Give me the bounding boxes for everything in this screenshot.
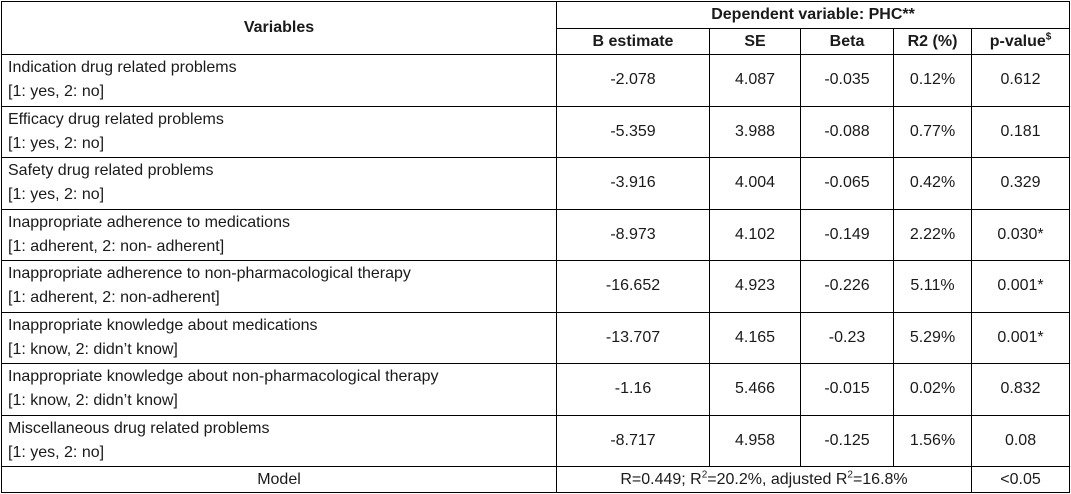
variable-cell: Inappropriate adherence to non-pharmacol… [1, 260, 557, 313]
se-cell: 5.466 [709, 363, 801, 416]
model-label: Model [1, 466, 557, 493]
model-row: Model R=0.449; R2=20.2%, adjusted R2=16.… [1, 466, 1071, 493]
variable-name: Efficacy drug related problems [8, 110, 224, 128]
b-estimate-cell: -16.652 [556, 260, 710, 313]
variable-name: Inappropriate knowledge about medication… [8, 316, 318, 334]
header-row-2: B estimate SE Beta R2 (%) p-value$ [2, 28, 1071, 55]
variable-cell: Efficacy drug related problems [1: yes, 2… [1, 105, 557, 158]
b-estimate-cell: -8.973 [556, 208, 710, 261]
variable-coding: [1: adherent, 2: non- adherent] [8, 237, 225, 255]
column-header: Beta [800, 28, 894, 55]
p-value-cell: 0.832 [970, 363, 1071, 416]
column-header-label: Beta [829, 32, 865, 50]
table-body: Indication drug related problems [1: yes,… [1, 54, 1071, 467]
se-cell: 4.165 [709, 311, 801, 364]
table-row: Indication drug related problems [1: yes,… [1, 54, 1071, 107]
column-header-label: SE [744, 32, 766, 50]
r2-cell: 1.56% [893, 414, 972, 467]
variable-cell: Miscellaneous drug related problems [1: y… [1, 414, 557, 467]
table-row: Inappropriate adherence to non-pharmacol… [1, 260, 1071, 313]
variable-coding: [1: know, 2: didn’t know] [8, 340, 178, 358]
variable-coding: [1: yes, 2: no] [8, 134, 105, 152]
variable-name: Inappropriate knowledge about non-pharma… [8, 368, 439, 386]
column-header: SE [709, 28, 801, 55]
p-value-cell: 0.001* [970, 260, 1071, 313]
variable-cell: Indication drug related problems [1: yes,… [1, 54, 557, 107]
b-estimate-cell: -13.707 [556, 311, 710, 364]
variable-coding: [1: yes, 2: no] [8, 186, 105, 204]
beta-cell: -0.125 [800, 414, 894, 467]
beta-cell: -0.065 [800, 157, 894, 210]
se-cell: 4.958 [709, 414, 801, 467]
column-header-label: B estimate [592, 32, 674, 50]
beta-cell: -0.226 [800, 260, 894, 313]
beta-cell: -0.23 [800, 311, 894, 364]
variable-cell: Inappropriate knowledge about medication… [1, 311, 557, 364]
b-estimate-cell: -5.359 [556, 105, 710, 158]
p-value-cell: 0.181 [970, 105, 1071, 158]
b-estimate-cell: -3.916 [556, 157, 710, 210]
model-p-value: <0.05 [970, 466, 1071, 493]
variable-name: Inappropriate adherence to non-pharmacol… [8, 265, 411, 283]
column-header: R2 (%) [893, 28, 972, 55]
header-row-1: Variables Dependent variable: PHC** [1, 1, 1071, 55]
model-r-text: R=0.449; R [620, 470, 702, 488]
p-value-cell: 0.329 [970, 157, 1071, 210]
r2-cell: 2.22% [893, 208, 972, 261]
p-value-cell: 0.08 [970, 414, 1071, 467]
dependent-variable-header: Dependent variable: PHC** [555, 1, 1071, 29]
column-header-label: R2 (%) [907, 32, 958, 50]
model-r2-value: =20.2%, adjusted R [707, 470, 848, 488]
r2-cell: 0.02% [893, 363, 972, 416]
variable-name: Indication drug related problems [8, 59, 237, 77]
r2-cell: 5.29% [893, 311, 972, 364]
r2-cell: 0.42% [893, 157, 972, 210]
r2-cell: 0.77% [893, 105, 972, 158]
variable-name: Miscellaneous drug related problems [8, 419, 270, 437]
variable-coding: [1: know, 2: didn’t know] [8, 392, 178, 410]
column-header: p-value$ [970, 28, 1071, 55]
b-estimate-cell: -1.16 [556, 363, 710, 416]
model-fit-summary: R=0.449; R2=20.2%, adjusted R2=16.8% [556, 466, 972, 493]
table-row: Inappropriate adherence to medications [1… [1, 208, 1071, 261]
column-header: B estimate [556, 28, 710, 55]
p-value-cell: 0.001* [970, 311, 1071, 364]
column-header-superscript: $ [1045, 31, 1052, 43]
p-value-cell: 0.030* [970, 208, 1071, 261]
se-cell: 3.988 [709, 105, 801, 158]
b-estimate-cell: -8.717 [556, 414, 710, 467]
variable-cell: Safety drug related problems [1: yes, 2: … [1, 157, 557, 210]
se-cell: 4.102 [709, 208, 801, 261]
table-row: Inappropriate knowledge about non-pharma… [1, 363, 1071, 416]
p-value-cell: 0.612 [970, 54, 1071, 107]
variable-name: Safety drug related problems [8, 162, 214, 180]
variables-header: Variables [1, 1, 557, 55]
se-cell: 4.004 [709, 157, 801, 210]
column-header-label: p-value [989, 32, 1046, 50]
se-cell: 4.923 [709, 260, 801, 313]
variable-cell: Inappropriate adherence to medications [1… [1, 208, 557, 261]
beta-cell: -0.149 [800, 208, 894, 261]
variable-name: Inappropriate adherence to medications [8, 213, 290, 231]
table-row: Inappropriate knowledge about medication… [1, 311, 1071, 364]
model-r2-superscript: 2 [701, 469, 708, 481]
b-estimate-cell: -2.078 [556, 54, 710, 107]
r2-cell: 5.11% [893, 260, 972, 313]
variable-coding: [1: yes, 2: no] [8, 83, 105, 101]
variable-cell: Inappropriate knowledge about non-pharma… [1, 363, 557, 416]
se-cell: 4.087 [709, 54, 801, 107]
table-row: Efficacy drug related problems [1: yes, 2… [1, 105, 1071, 158]
variable-coding: [1: adherent, 2: non-adherent] [8, 289, 220, 307]
table-row: Safety drug related problems [1: yes, 2: … [1, 157, 1071, 210]
beta-cell: -0.035 [800, 54, 894, 107]
r2-cell: 0.12% [893, 54, 972, 107]
table-row: Miscellaneous drug related problems [1: y… [1, 414, 1071, 467]
variable-coding: [1: yes, 2: no] [8, 443, 105, 461]
beta-cell: -0.015 [800, 363, 894, 416]
beta-cell: -0.088 [800, 105, 894, 158]
model-adjusted-value: =16.8% [852, 470, 908, 488]
model-adjusted-superscript: 2 [847, 469, 853, 481]
